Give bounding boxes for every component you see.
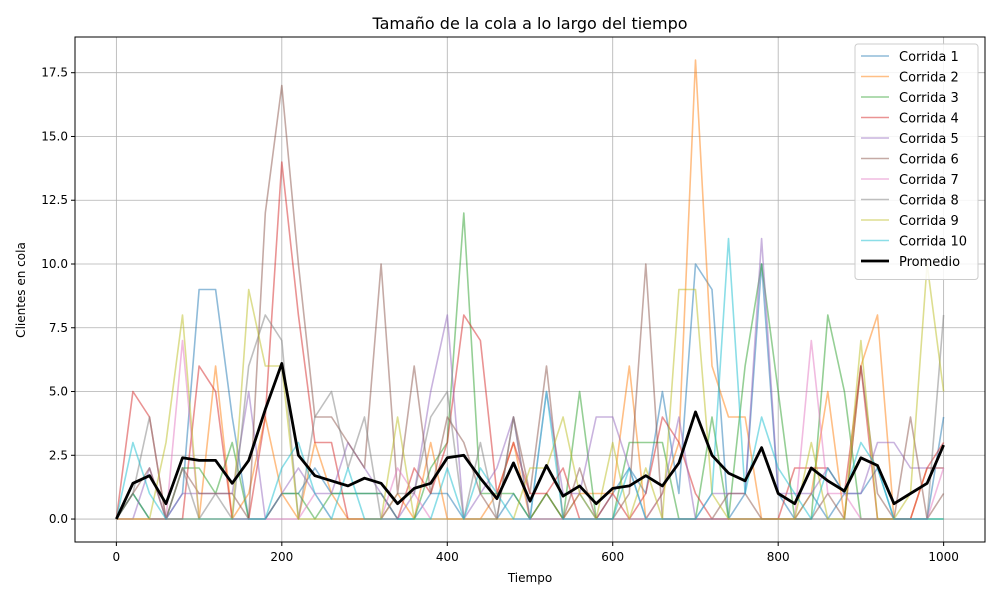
x-tick-label: 0 <box>113 550 121 564</box>
series-line-9 <box>116 263 945 520</box>
legend-label: Corrida 9 <box>899 214 959 229</box>
y-axis-label: Clientes en cola <box>14 242 28 338</box>
y-tick-label: 12.5 <box>41 193 68 207</box>
y-tick-label: 5.0 <box>49 385 68 399</box>
y-tick-label: 10.0 <box>41 257 68 271</box>
legend-label: Corrida 6 <box>899 153 959 168</box>
legend-label: Corrida 2 <box>899 71 959 86</box>
x-tick-label: 400 <box>436 550 459 564</box>
y-tick-label: 7.5 <box>49 321 68 335</box>
series-line-10 <box>115 237 944 520</box>
y-tick-label: 15.0 <box>41 129 68 143</box>
series-group <box>115 59 945 520</box>
x-axis-label: Tiempo <box>507 571 552 585</box>
x-tick-label: 600 <box>601 550 624 564</box>
ticks-group: 0 200 400 600 800 1000 0.0 2.5 5.0 7.5 10.0 12.5 15.… <box>41 66 959 564</box>
x-tick-label: 200 <box>270 550 293 564</box>
y-tick-label: 0.0 <box>49 512 68 526</box>
plot-frame <box>74 36 986 543</box>
series-line-11 <box>115 362 945 520</box>
legend: Corrida 1 Corrida 2 Corrida 3 Corrida 4 Corr… <box>854 43 979 280</box>
legend-label: Corrida 3 <box>899 91 959 106</box>
y-tick-label: 2.5 <box>49 448 68 462</box>
legend-label: Corrida 5 <box>899 132 959 147</box>
y-tick-label: 17.5 <box>41 66 68 80</box>
chart-title: Tamaño de la cola a lo largo del tiempo <box>371 14 687 33</box>
legend-label: Corrida 4 <box>899 112 959 127</box>
legend-label: Corrida 10 <box>899 235 967 250</box>
x-tick-label: 1000 <box>928 550 959 564</box>
x-tick-label: 800 <box>767 550 790 564</box>
legend-label: Corrida 1 <box>899 50 959 65</box>
legend-label: Corrida 8 <box>899 194 959 209</box>
legend-label: Corrida 7 <box>899 173 959 188</box>
legend-label: Promedio <box>899 255 960 270</box>
